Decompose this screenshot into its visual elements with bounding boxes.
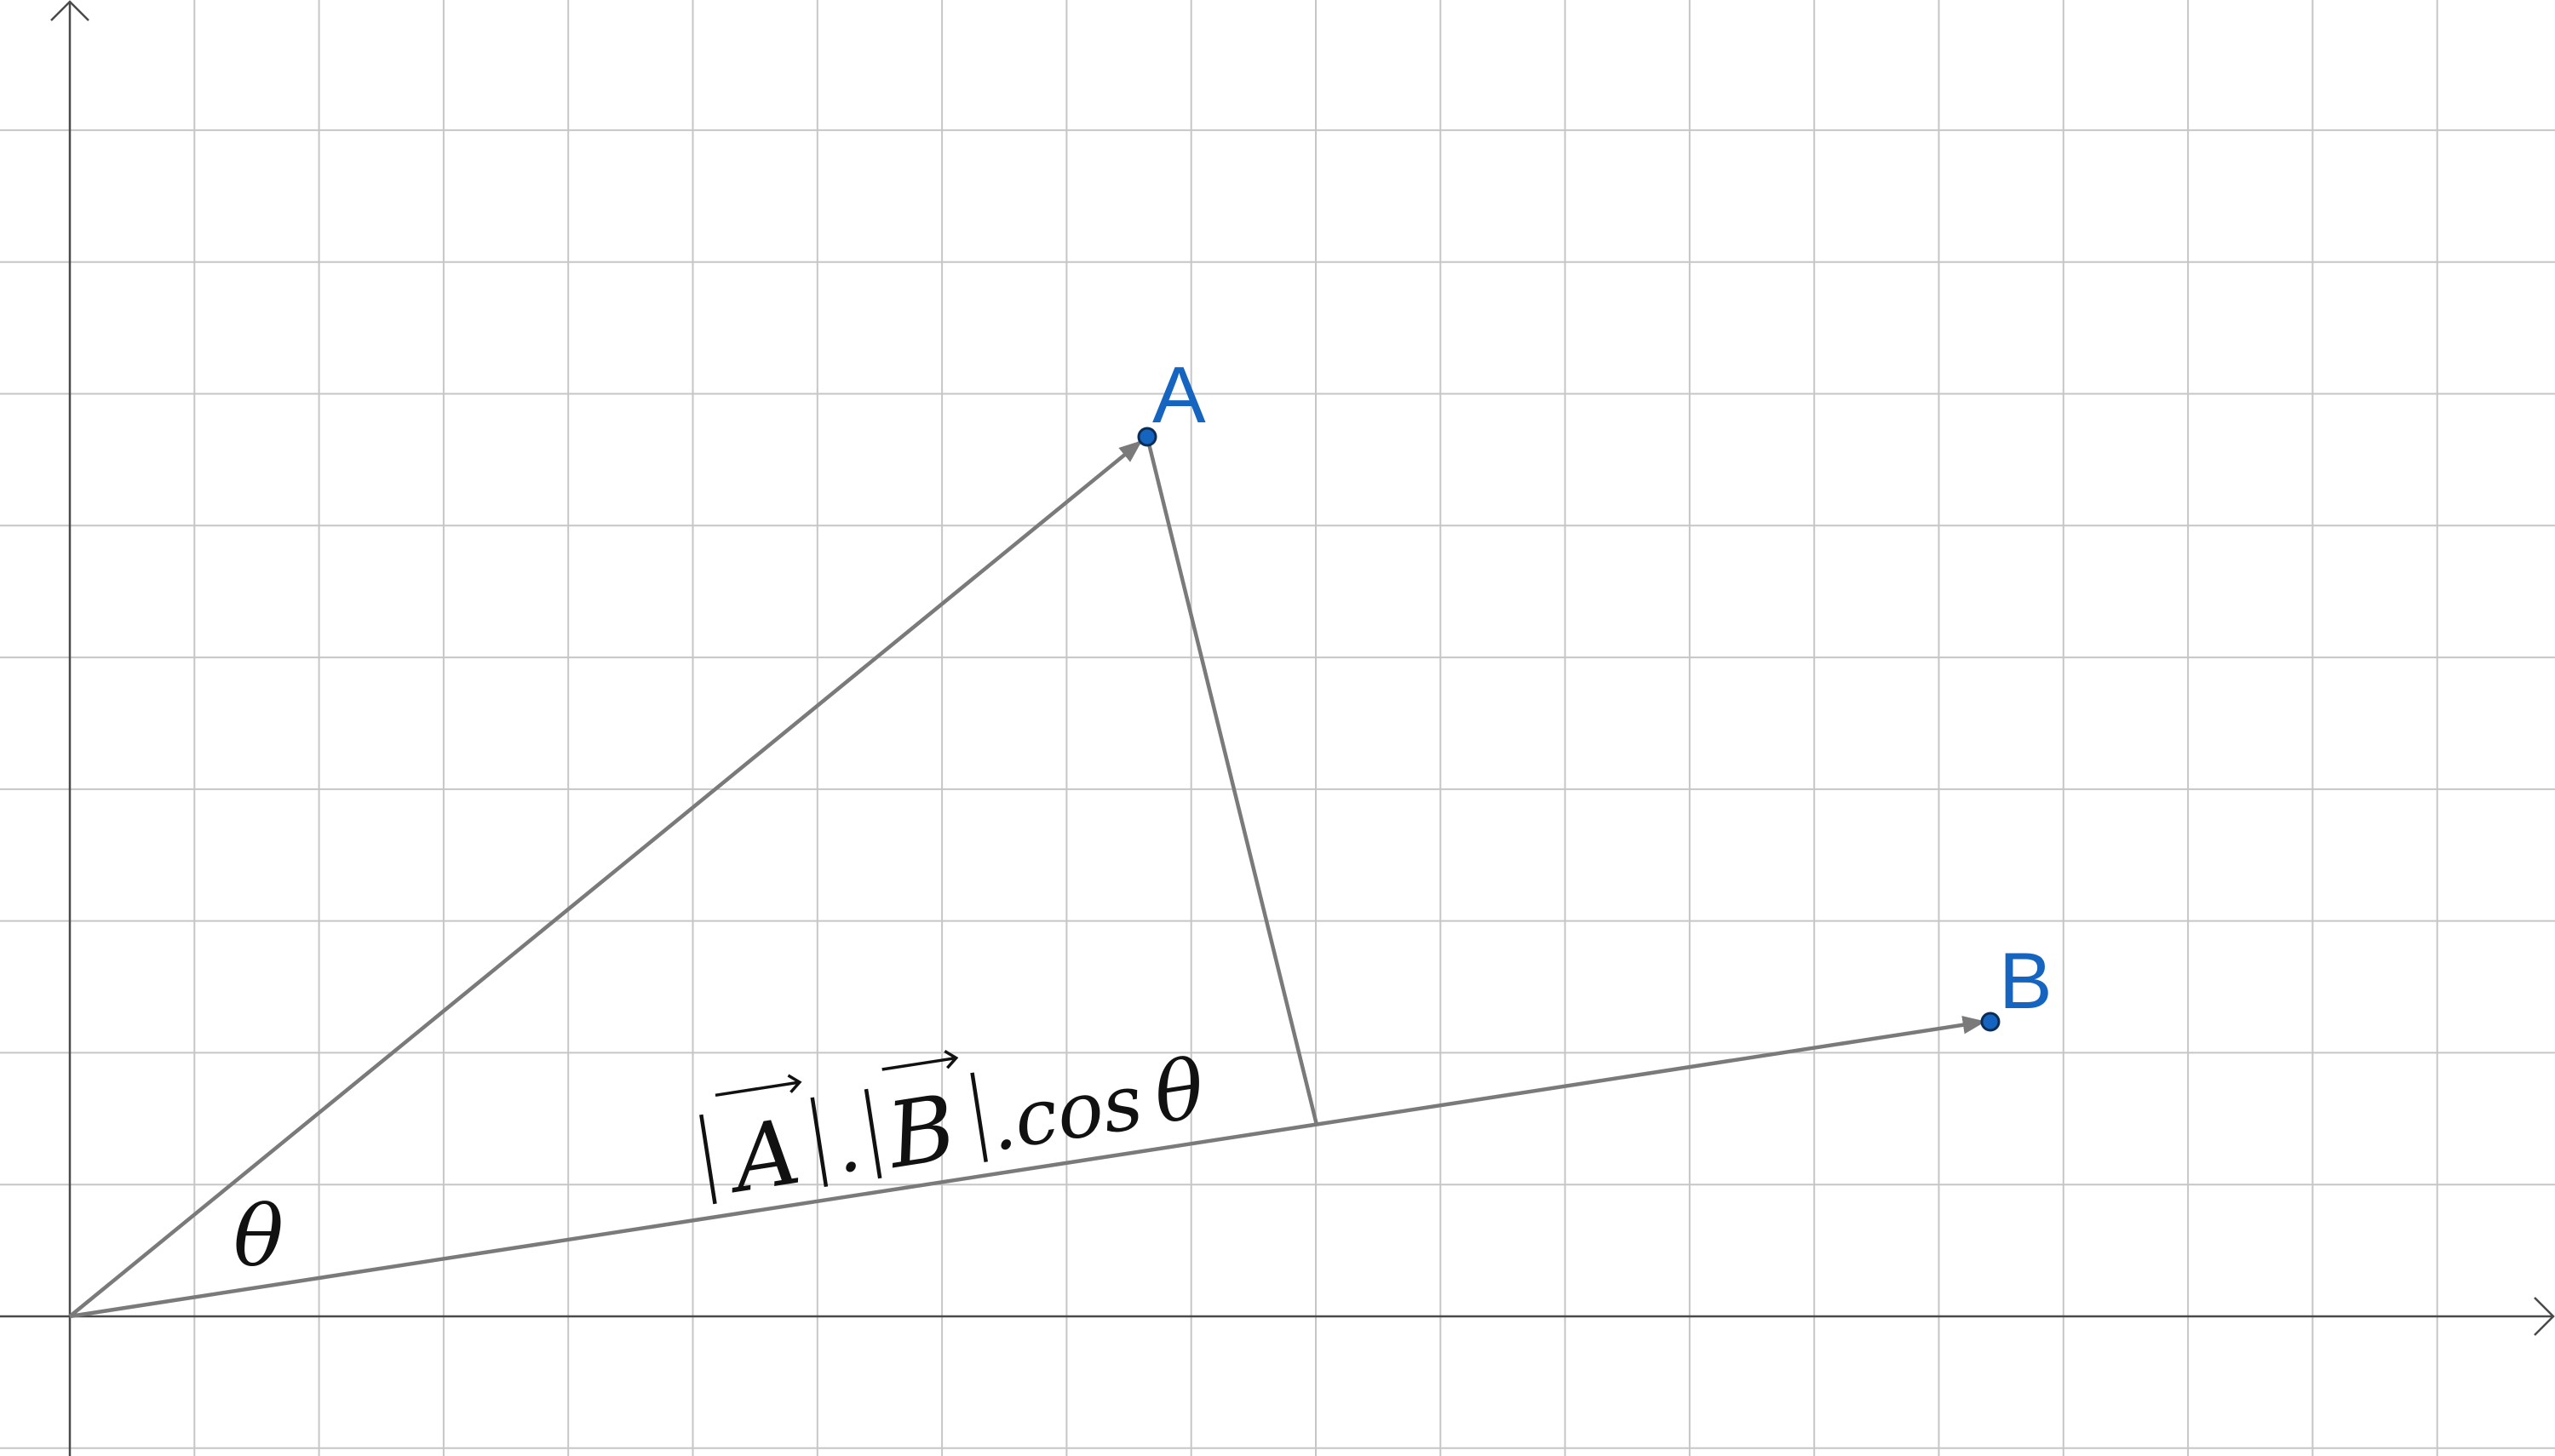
vector-arrow-a-head-icon [787,1074,802,1093]
formula-b: B [880,1075,963,1189]
point-b-label: B [1999,936,2053,1025]
points: A B [1137,350,2053,1032]
abs-bar-right-a [810,1097,829,1188]
formula-cos: .cos [984,1057,1148,1168]
vector-arrow-b-head-icon [944,1050,959,1069]
point-a-label: A [1152,350,1206,439]
vector-arrow-b-icon [881,1056,956,1071]
point-a[interactable] [1137,427,1157,447]
formula-separator-dot: . [829,1099,866,1191]
projection-formula-label: A . B .cos θ [699,1040,1211,1214]
x-axis-arrow-icon [2534,1297,2555,1336]
formula-a: A [719,1099,807,1214]
point-b[interactable] [1980,1012,2001,1032]
projection-perpendicular[interactable] [1145,436,1319,1126]
vector-a[interactable] [68,440,1143,1318]
vector-b[interactable] [69,1016,1986,1319]
formula-theta: θ [1148,1040,1211,1143]
abs-bar-left-b [864,1088,882,1179]
vectors [68,436,1986,1319]
abs-bar-right-b [970,1072,988,1162]
abs-bar-left-a [699,1114,717,1205]
angle-theta-label: θ [233,1189,284,1286]
vector-arrow-a-icon [715,1081,801,1098]
y-axis-arrow-icon [50,0,89,21]
